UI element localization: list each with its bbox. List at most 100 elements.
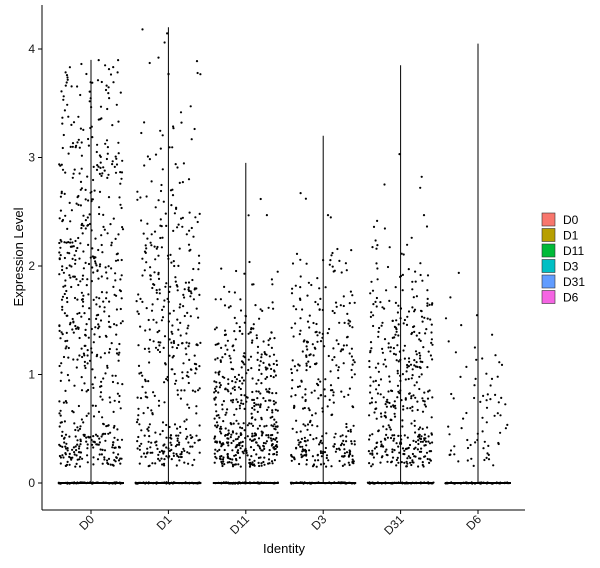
data-point (104, 142, 107, 145)
data-point (105, 297, 108, 300)
data-point (218, 440, 221, 443)
data-point (118, 394, 121, 398)
data-point-zero (118, 481, 121, 484)
data-point (183, 314, 186, 318)
data-point (293, 457, 296, 460)
data-point (457, 460, 460, 463)
data-point (274, 438, 277, 441)
data-point (252, 398, 255, 401)
data-point (100, 291, 104, 294)
data-point (224, 413, 227, 416)
data-point (168, 425, 171, 429)
data-point (179, 321, 182, 324)
data-point (290, 395, 293, 398)
data-point (108, 315, 111, 318)
data-point (318, 443, 321, 446)
data-point (407, 268, 410, 271)
data-point (214, 403, 217, 406)
data-point (418, 387, 421, 391)
data-point (59, 379, 62, 382)
data-point (107, 320, 110, 323)
data-point (148, 423, 151, 426)
data-point (77, 203, 80, 206)
data-point (187, 462, 190, 465)
data-point (374, 407, 377, 411)
data-point (415, 361, 418, 364)
data-point (352, 424, 355, 427)
data-point (325, 432, 328, 435)
data-point (294, 284, 297, 287)
data-point (322, 259, 325, 262)
data-point (263, 425, 266, 428)
data-point-zero (120, 481, 123, 484)
data-point (102, 225, 105, 228)
data-point (321, 407, 324, 410)
data-point (179, 431, 182, 434)
data-point (352, 359, 355, 362)
data-point (351, 458, 354, 461)
data-point (195, 60, 199, 63)
data-point (153, 230, 157, 233)
data-point (251, 390, 254, 394)
data-point (139, 325, 142, 328)
data-point (66, 373, 69, 377)
data-point (94, 404, 97, 407)
data-point (166, 32, 169, 35)
data-point (154, 206, 157, 209)
data-point (106, 152, 109, 155)
data-point (305, 369, 308, 372)
data-point (324, 395, 327, 398)
data-point-zero (80, 481, 83, 484)
data-point (411, 306, 414, 309)
data-point (86, 216, 89, 219)
data-point (79, 242, 82, 245)
data-point (397, 334, 400, 337)
data-point (242, 422, 245, 425)
data-point (393, 415, 397, 418)
data-point (257, 456, 260, 459)
data-point (159, 341, 162, 344)
data-point (161, 308, 164, 311)
data-point-zero (139, 481, 142, 484)
data-point (176, 389, 179, 392)
data-point (229, 305, 232, 308)
data-point (153, 394, 156, 397)
data-point-zero (462, 481, 465, 484)
data-point (403, 357, 406, 360)
data-point (81, 355, 84, 359)
data-point (386, 454, 389, 457)
data-point (116, 382, 119, 385)
data-point (137, 293, 140, 296)
data-point (246, 454, 249, 457)
data-point (195, 434, 198, 437)
data-point (103, 310, 106, 313)
data-point-zero (104, 481, 107, 484)
data-point (229, 392, 232, 395)
data-point (61, 430, 64, 433)
data-point (380, 443, 383, 446)
data-point (138, 448, 141, 451)
data-point (136, 418, 139, 421)
data-point (159, 218, 162, 221)
data-point-zero (234, 482, 237, 485)
data-point (121, 383, 124, 386)
data-point (161, 316, 165, 319)
data-point (61, 295, 65, 298)
data-point (155, 444, 158, 447)
data-point (268, 355, 271, 358)
data-point (236, 437, 239, 440)
data-point (229, 457, 232, 461)
data-point (388, 375, 391, 378)
data-point (318, 331, 321, 334)
data-point (385, 289, 388, 292)
data-point (104, 88, 108, 92)
data-point (183, 449, 186, 452)
data-point (141, 257, 144, 260)
data-point (76, 141, 79, 144)
data-point (108, 347, 111, 351)
data-point (59, 246, 62, 249)
data-point (136, 190, 139, 193)
data-point (255, 334, 258, 337)
data-point (472, 464, 475, 467)
data-point-zero (267, 481, 270, 484)
